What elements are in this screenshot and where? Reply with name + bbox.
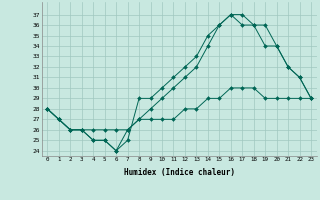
X-axis label: Humidex (Indice chaleur): Humidex (Indice chaleur) [124, 168, 235, 177]
